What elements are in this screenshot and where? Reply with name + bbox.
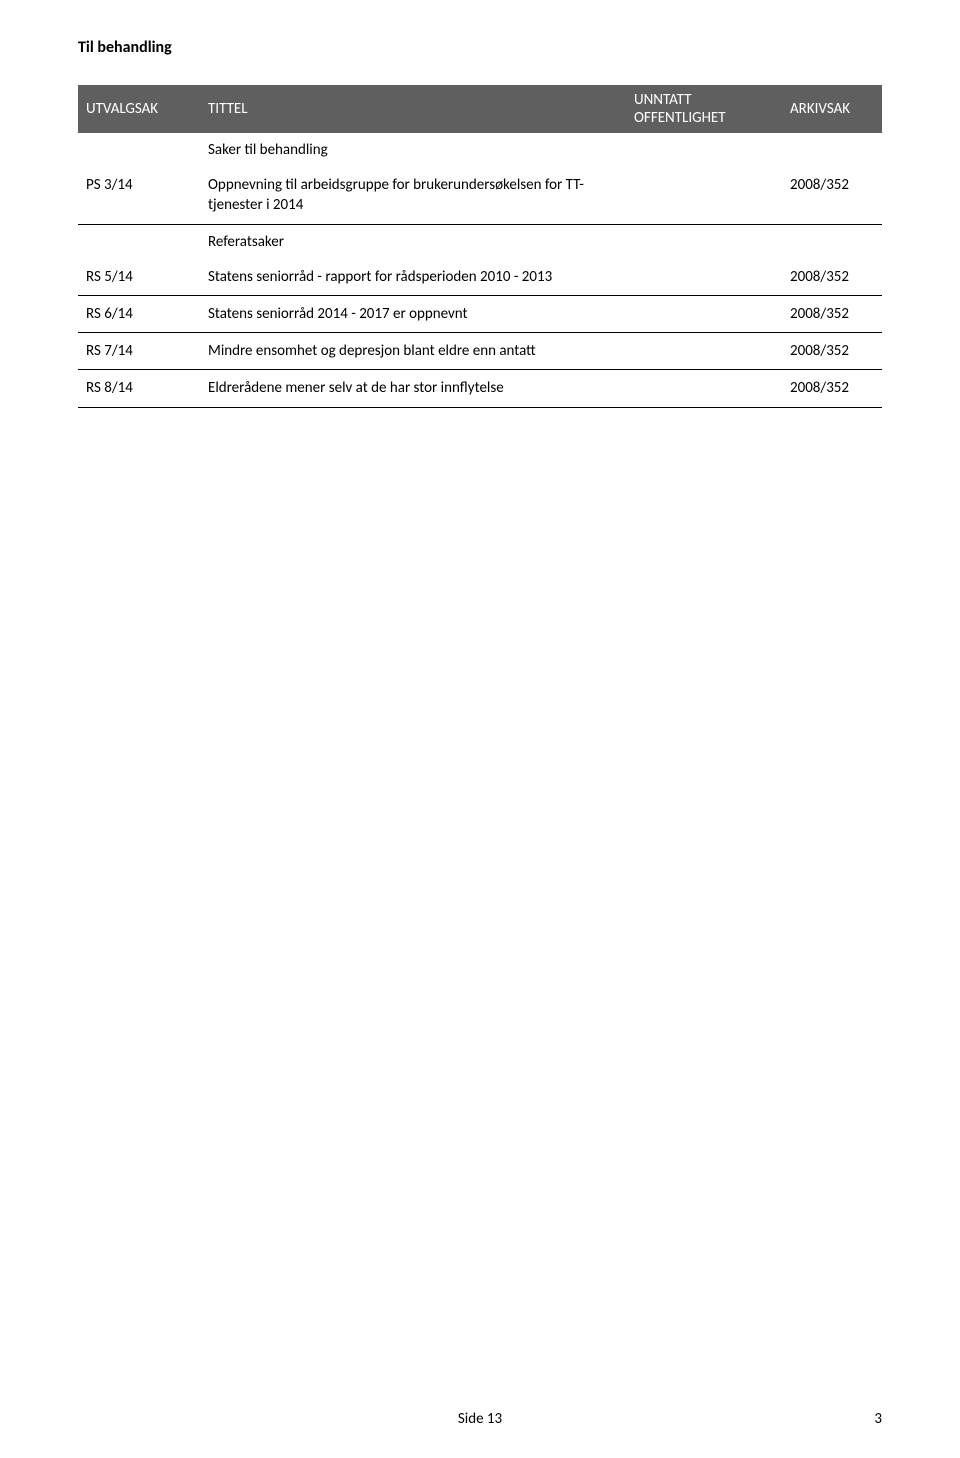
header-separator <box>610 85 626 133</box>
table-row: RS 8/14 Eldrerådene mener selv at de har… <box>78 370 882 407</box>
header-separator <box>766 85 782 133</box>
row-id: RS 6/14 <box>78 295 184 332</box>
table-row: PS 3/14 Oppnevning til arbeidsgruppe for… <box>78 167 882 224</box>
header-separator <box>184 85 200 133</box>
row-title: Mindre ensomhet og depresjon blant eldre… <box>200 333 610 370</box>
row-arkivsak: 2008/352 <box>782 370 882 407</box>
row-arkivsak: 2008/352 <box>782 333 882 370</box>
row-id: RS 5/14 <box>78 259 184 296</box>
section-saker-row: Saker til behandling <box>78 133 882 167</box>
row-id: PS 3/14 <box>78 167 184 224</box>
header-arkivsak: ARKIVSAK <box>782 85 882 133</box>
section-saker-label: Saker til behandling <box>200 133 610 167</box>
header-unntatt-line2: OFFENTLIGHET <box>634 109 726 127</box>
header-tittel: TITTEL <box>200 85 610 133</box>
row-title: Oppnevning til arbeidsgruppe for brukeru… <box>200 167 610 224</box>
table-row: RS 6/14 Statens seniorråd 2014 - 2017 er… <box>78 295 882 332</box>
row-unntatt <box>626 333 766 370</box>
row-unntatt <box>626 167 766 224</box>
row-arkivsak: 2008/352 <box>782 295 882 332</box>
row-arkivsak: 2008/352 <box>782 259 882 296</box>
row-id: RS 7/14 <box>78 333 184 370</box>
footer-page-number: 3 <box>874 1410 882 1428</box>
table-header-row: UTVALGSAK TITTEL UNNTATT OFFENTLIGHET AR… <box>78 85 882 133</box>
row-title: Eldrerådene mener selv at de har stor in… <box>200 370 610 407</box>
row-unntatt <box>626 370 766 407</box>
table-row: RS 5/14 Statens seniorråd - rapport for … <box>78 259 882 296</box>
row-title: Statens seniorråd - rapport for rådsperi… <box>200 259 610 296</box>
row-arkivsak: 2008/352 <box>782 167 882 224</box>
row-id: RS 8/14 <box>78 370 184 407</box>
header-unntatt-line1: UNNTATT <box>634 91 691 109</box>
row-unntatt <box>626 259 766 296</box>
row-unntatt <box>626 295 766 332</box>
table-row: RS 7/14 Mindre ensomhet og depresjon bla… <box>78 333 882 370</box>
items-table: UTVALGSAK TITTEL UNNTATT OFFENTLIGHET AR… <box>78 85 882 408</box>
footer-side: Side 13 <box>0 1410 960 1428</box>
header-unntatt: UNNTATT OFFENTLIGHET <box>626 85 766 133</box>
section-referat-row: Referatsaker <box>78 224 882 259</box>
header-utvalgsak: UTVALGSAK <box>78 85 184 133</box>
row-title: Statens seniorråd 2014 - 2017 er oppnevn… <box>200 295 610 332</box>
page-title: Til behandling <box>78 38 882 57</box>
section-referat-label: Referatsaker <box>200 224 610 259</box>
